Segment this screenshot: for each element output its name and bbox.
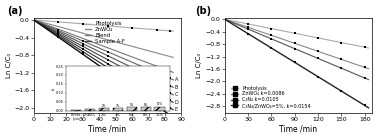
- Text: B: B: [175, 85, 178, 90]
- Y-axis label: Ln C/C₀: Ln C/C₀: [6, 53, 12, 78]
- X-axis label: Time /min: Time /min: [88, 124, 127, 133]
- Text: E: E: [175, 107, 178, 112]
- Legend: Photolysis, ZnWO₄, Blend, Sample A-F: Photolysis, ZnWO₄, Blend, Sample A-F: [84, 20, 126, 45]
- Y-axis label: Ln C/C₀: Ln C/C₀: [197, 53, 203, 78]
- Text: (a): (a): [7, 6, 23, 16]
- Text: (b): (b): [195, 6, 211, 16]
- Text: C: C: [175, 92, 178, 97]
- X-axis label: Time /min: Time /min: [279, 124, 318, 133]
- Text: D: D: [175, 100, 178, 105]
- Text: A: A: [175, 77, 178, 82]
- Legend: Photolysis, ZnWO₄ k=0.0086, C₃N₄ k=0.0105, C₃N₄/ZnWO₄=5%, k=0.0154: Photolysis, ZnWO₄ k=0.0086, C₃N₄ k=0.010…: [230, 85, 312, 109]
